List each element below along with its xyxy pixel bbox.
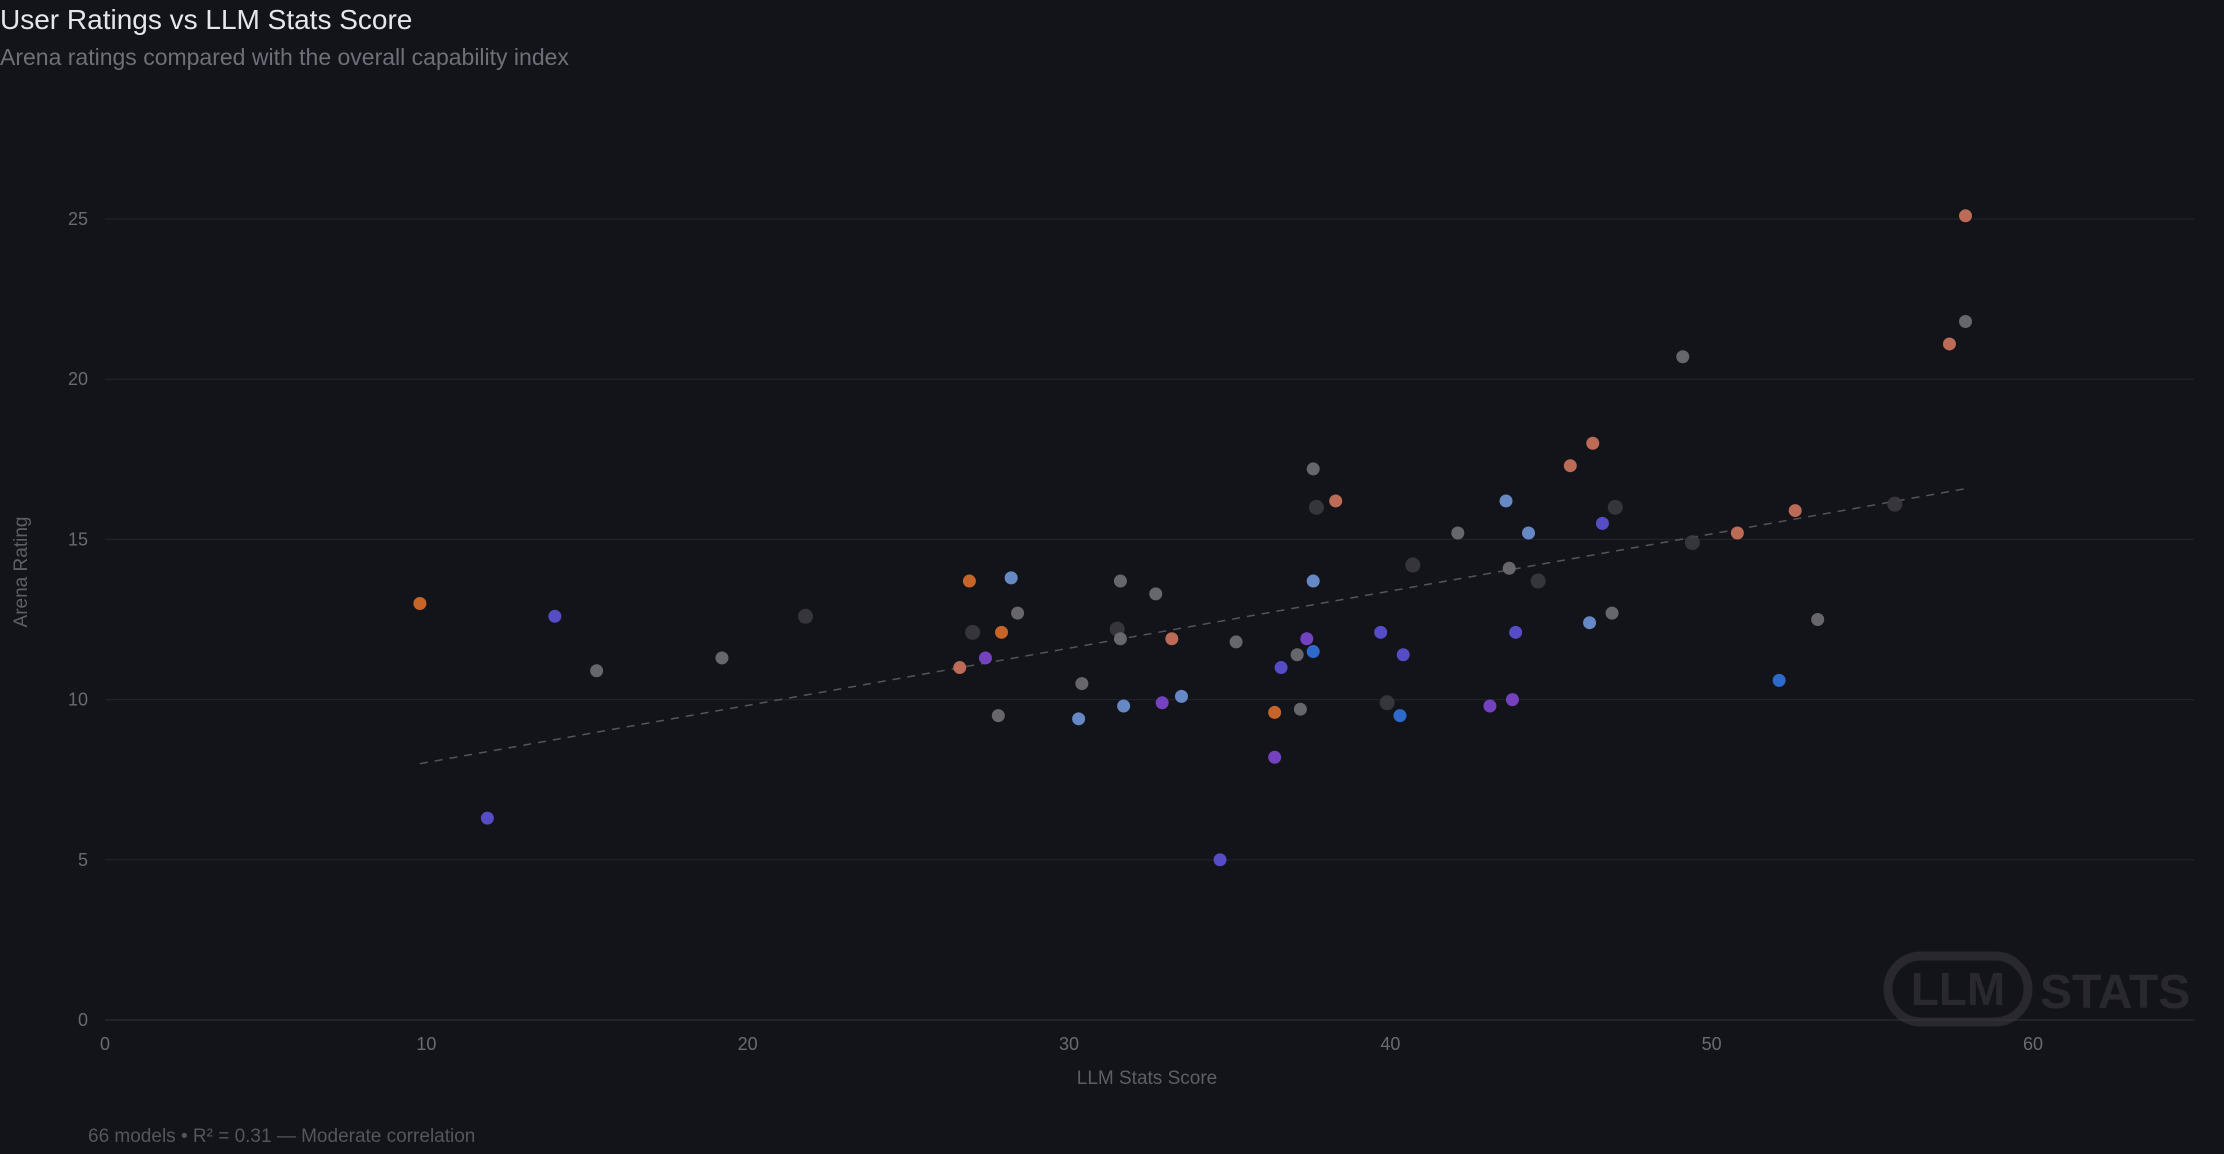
- data-point-11[interactable]: [1887, 496, 1903, 512]
- x-tick-label: 50: [1702, 1034, 1722, 1054]
- data-point-13[interactable]: [1595, 516, 1609, 530]
- data-point-50[interactable]: [1772, 673, 1786, 687]
- data-point-57[interactable]: [1379, 695, 1395, 711]
- x-axis-title: LLM Stats Score: [1077, 1068, 1217, 1089]
- y-tick-label: 10: [68, 690, 88, 710]
- data-point-12[interactable]: [1788, 504, 1802, 518]
- data-point-46[interactable]: [715, 651, 729, 665]
- data-point-36[interactable]: [965, 624, 981, 640]
- y-tick-label: 25: [68, 209, 88, 229]
- chart-title: User Ratings vs LLM Stats Score: [0, 4, 413, 35]
- x-axis-ticks: 0 10 20 30 40 50 60: [100, 1034, 2043, 1054]
- data-point-35[interactable]: [1509, 625, 1523, 639]
- data-point-49[interactable]: [590, 664, 604, 678]
- data-point-9[interactable]: [1308, 499, 1324, 515]
- data-point-38[interactable]: [1113, 632, 1127, 646]
- x-tick-label: 0: [100, 1034, 110, 1054]
- data-point-19[interactable]: [1502, 561, 1516, 575]
- x-tick-label: 40: [1380, 1034, 1400, 1054]
- logo-word: STATS: [2040, 966, 2190, 1019]
- data-point-16[interactable]: [1730, 526, 1744, 540]
- data-point-25[interactable]: [1149, 587, 1163, 601]
- data-point-45[interactable]: [978, 651, 992, 665]
- data-point-17[interactable]: [1684, 535, 1700, 551]
- data-point-44[interactable]: [1396, 648, 1410, 662]
- data-point-61[interactable]: [1393, 709, 1407, 723]
- data-point-0[interactable]: [1959, 209, 1973, 223]
- data-point-2[interactable]: [1942, 337, 1956, 351]
- data-point-27[interactable]: [1011, 606, 1025, 620]
- y-axis-ticks: 0 5 10 15 20 25: [68, 209, 88, 1030]
- data-point-21[interactable]: [1113, 574, 1127, 588]
- data-points: [413, 209, 1973, 867]
- data-point-60[interactable]: [991, 709, 1005, 723]
- data-point-29[interactable]: [548, 609, 562, 623]
- data-point-3[interactable]: [1676, 350, 1690, 364]
- data-point-1[interactable]: [1959, 315, 1973, 329]
- x-tick-label: 20: [738, 1034, 758, 1054]
- data-point-28[interactable]: [1605, 606, 1619, 620]
- data-point-23[interactable]: [1306, 574, 1320, 588]
- data-point-37[interactable]: [995, 625, 1009, 639]
- trend-line: [419, 487, 1969, 765]
- llm-stats-logo: LLM STATS: [1883, 951, 2190, 1027]
- data-point-43[interactable]: [1306, 645, 1320, 659]
- data-point-10[interactable]: [1607, 499, 1623, 515]
- y-tick-label: 15: [68, 529, 88, 549]
- data-point-58[interactable]: [1293, 702, 1307, 716]
- data-point-47[interactable]: [1274, 661, 1288, 675]
- data-point-54[interactable]: [1155, 696, 1169, 710]
- data-point-64[interactable]: [480, 811, 494, 825]
- data-point-65[interactable]: [1213, 853, 1227, 867]
- y-tick-label: 0: [78, 1010, 88, 1030]
- y-tick-label: 20: [68, 369, 88, 389]
- data-point-7[interactable]: [1329, 494, 1343, 508]
- data-point-6[interactable]: [1306, 462, 1320, 476]
- data-point-34[interactable]: [1374, 625, 1388, 639]
- data-point-41[interactable]: [1229, 635, 1243, 649]
- data-point-56[interactable]: [1483, 699, 1497, 713]
- data-point-5[interactable]: [1563, 459, 1577, 473]
- data-point-24[interactable]: [1530, 573, 1546, 589]
- data-point-63[interactable]: [1268, 750, 1282, 764]
- chart-footer-summary: 66 models • R² = 0.31 — Moderate correla…: [88, 1126, 476, 1147]
- data-point-52[interactable]: [1174, 689, 1188, 703]
- data-point-18[interactable]: [1405, 557, 1421, 573]
- data-point-40[interactable]: [1300, 632, 1314, 646]
- data-point-42[interactable]: [1290, 648, 1304, 662]
- logo-badge-text: LLM: [1911, 963, 2006, 1015]
- data-point-51[interactable]: [1075, 677, 1089, 691]
- data-point-26[interactable]: [413, 596, 427, 610]
- y-axis-title: Arena Rating: [11, 517, 32, 628]
- data-point-20[interactable]: [1004, 571, 1018, 585]
- data-point-30[interactable]: [798, 608, 814, 624]
- x-tick-label: 30: [1059, 1034, 1079, 1054]
- data-point-39[interactable]: [1165, 632, 1179, 646]
- data-point-8[interactable]: [1499, 494, 1513, 508]
- grid-lines: [105, 218, 2194, 1021]
- x-tick-label: 10: [416, 1034, 436, 1054]
- x-tick-label: 60: [2023, 1034, 2043, 1054]
- data-point-32[interactable]: [1583, 616, 1597, 630]
- data-point-4[interactable]: [1586, 436, 1600, 450]
- data-point-59[interactable]: [1268, 705, 1282, 719]
- data-point-48[interactable]: [953, 661, 967, 675]
- data-point-22[interactable]: [962, 574, 976, 588]
- data-point-53[interactable]: [1505, 693, 1519, 707]
- data-point-15[interactable]: [1522, 526, 1536, 540]
- chart-subtitle: Arena ratings compared with the overall …: [0, 44, 569, 70]
- data-point-55[interactable]: [1117, 699, 1131, 713]
- logo-badge: [1883, 951, 2033, 1027]
- data-point-31[interactable]: [1811, 613, 1825, 626]
- y-tick-label: 5: [78, 850, 88, 870]
- data-point-62[interactable]: [1072, 712, 1086, 726]
- data-point-14[interactable]: [1451, 526, 1465, 540]
